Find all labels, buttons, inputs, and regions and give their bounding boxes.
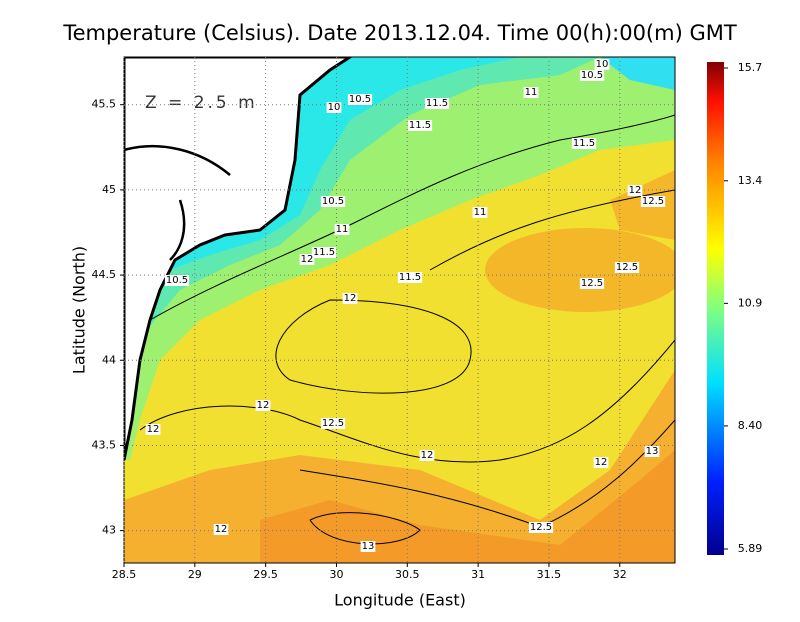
contour-label: 11.5 xyxy=(313,247,335,258)
contour-label: 11.5 xyxy=(409,120,431,131)
x-tick-label: 29 xyxy=(188,568,202,581)
contour-label-bg xyxy=(523,87,539,98)
contour-label: 12 xyxy=(421,450,434,461)
contour-label: 10.5 xyxy=(349,94,371,105)
contour-label-bg xyxy=(347,94,373,105)
contour-label-bg xyxy=(594,59,610,70)
x-tick-label: 31.5 xyxy=(537,568,562,581)
contour-label: 12 xyxy=(629,185,642,196)
contour-label: 12 xyxy=(257,400,270,411)
contour-label: 12 xyxy=(215,524,228,535)
y-tick-label: 45.5 xyxy=(92,98,117,111)
x-tick-label: 29.5 xyxy=(253,568,278,581)
contour-label-bg xyxy=(614,262,640,273)
contour-label-bg xyxy=(255,400,271,411)
contour-label-bg xyxy=(164,275,190,286)
title: Temperature (Celsius). Date 2013.12.04. … xyxy=(62,21,737,45)
x-tick-label: 30 xyxy=(329,568,343,581)
y-tick-label: 43 xyxy=(102,524,116,537)
colorbar xyxy=(707,62,724,555)
contour-label: 10 xyxy=(328,102,341,113)
contour-label-bg xyxy=(320,196,346,207)
x-tick-label: 28.5 xyxy=(112,568,137,581)
colorbar-tick-label: 13.4 xyxy=(738,174,763,187)
depth-label: Z = 2.5 m xyxy=(145,93,258,113)
contour-label: 12.5 xyxy=(322,418,344,429)
warm-patch xyxy=(485,228,675,312)
contour-label: 11.5 xyxy=(426,98,448,109)
warm-patch xyxy=(124,370,675,563)
contour-label-bg xyxy=(326,102,342,113)
contour-label-bg xyxy=(579,70,605,81)
contour-label-bg xyxy=(360,541,376,552)
contour-label: 11 xyxy=(525,87,538,98)
y-tick-label: 44 xyxy=(102,353,116,366)
contour-label-bg xyxy=(397,272,423,283)
contour-label: 12 xyxy=(344,293,357,304)
x-tick-label: 30.5 xyxy=(395,568,420,581)
contour-label-bg xyxy=(145,424,161,435)
contour-label-bg xyxy=(407,120,433,131)
contour-label-bg xyxy=(627,185,643,196)
x-tick-label: 31 xyxy=(471,568,485,581)
contour-label: 11 xyxy=(474,207,487,218)
colorbar-tick-label: 15.7 xyxy=(738,61,763,74)
contour-label-bg xyxy=(593,457,609,468)
contour-label: 10.5 xyxy=(322,196,344,207)
contour-label: 12.5 xyxy=(642,196,664,207)
contour-label-bg xyxy=(472,207,488,218)
contour-label: 12.5 xyxy=(616,262,638,273)
contour-label-bg xyxy=(579,278,605,289)
contour-label: 10.5 xyxy=(166,275,188,286)
contour-label: 12 xyxy=(147,424,160,435)
colorbar-tick-label: 8.40 xyxy=(738,419,763,432)
contour-label-bg xyxy=(334,224,350,235)
contour-label: 10.5 xyxy=(581,70,603,81)
cyan-corner xyxy=(600,57,675,90)
contour-label-bg xyxy=(311,247,337,258)
x-tick-label: 32 xyxy=(613,568,627,581)
y-tick-label: 44.5 xyxy=(92,268,117,281)
colorbar-tick-label: 5.89 xyxy=(738,542,763,555)
contour-label-bg xyxy=(644,446,660,457)
contours xyxy=(139,114,675,545)
contour-label: 13 xyxy=(646,446,659,457)
contour-label-bg xyxy=(299,254,315,265)
contour-label-bg xyxy=(424,98,450,109)
contour-label: 12 xyxy=(301,254,314,265)
land xyxy=(124,57,353,461)
contour-label-bg xyxy=(213,524,229,535)
contour-label: 12.5 xyxy=(581,278,603,289)
x-axis-label: Longitude (East) xyxy=(334,591,466,610)
field xyxy=(124,57,675,563)
contour-label: 11.5 xyxy=(573,138,595,149)
contour-label-bg xyxy=(528,522,554,533)
y-tick-label: 45 xyxy=(102,183,116,196)
contour-label: 11.5 xyxy=(399,272,421,283)
contour-label: 11 xyxy=(336,224,349,235)
coastline xyxy=(124,144,231,261)
contour-label-bg xyxy=(640,196,666,207)
contour-label-bg xyxy=(320,418,346,429)
contour-label-bg xyxy=(342,293,358,304)
contour-label: 10 xyxy=(596,59,609,70)
contour-label: 12 xyxy=(595,457,608,468)
y-tick-label: 43.5 xyxy=(92,438,117,451)
contour-label: 12.5 xyxy=(530,522,552,533)
contour-label-bg xyxy=(571,138,597,149)
contour-label-bg xyxy=(419,450,435,461)
y-axis-label: Latitude (North) xyxy=(70,246,89,374)
colorbar-tick-label: 10.9 xyxy=(738,296,763,309)
contour-label: 13 xyxy=(362,541,375,552)
warm-core xyxy=(260,450,675,563)
